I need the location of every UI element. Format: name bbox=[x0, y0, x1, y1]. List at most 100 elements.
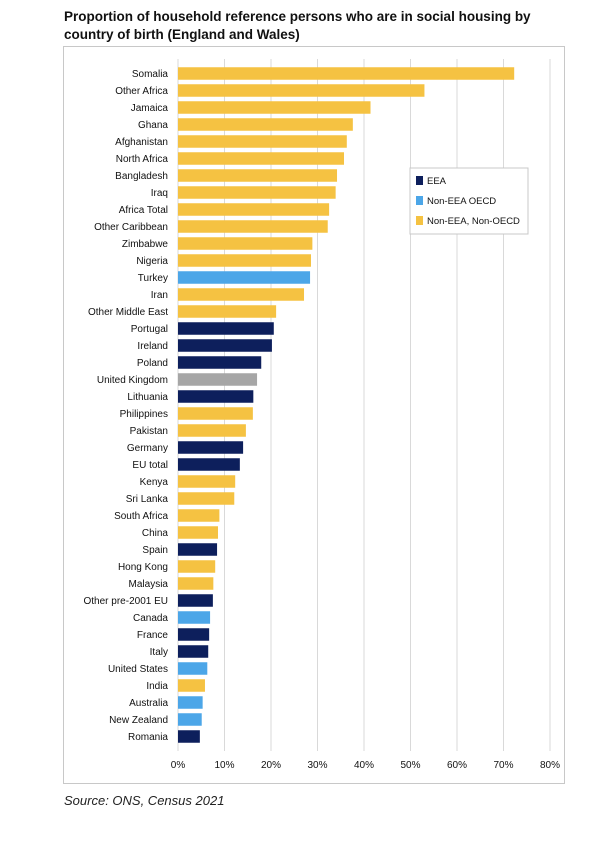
bar bbox=[178, 118, 353, 131]
chart-frame: Somalia Other Africa Jamaica Ghana Afghanist… bbox=[63, 46, 565, 784]
bar bbox=[178, 101, 371, 114]
category-label: China bbox=[142, 528, 169, 539]
category-label: Australia bbox=[129, 698, 168, 709]
x-tick-label: 10% bbox=[214, 760, 234, 771]
category-label: Other Caribbean bbox=[94, 222, 168, 233]
bar bbox=[178, 594, 213, 607]
x-tick-label: 40% bbox=[354, 760, 374, 771]
category-label: Afghanistan bbox=[115, 137, 168, 148]
bar bbox=[178, 492, 235, 505]
bars bbox=[178, 67, 515, 743]
category-label: Italy bbox=[150, 647, 168, 658]
legend-box bbox=[409, 167, 529, 235]
legend-swatch bbox=[416, 216, 423, 225]
category-label: Pakistan bbox=[130, 426, 168, 437]
category-label: Spain bbox=[142, 545, 168, 556]
bar bbox=[178, 611, 211, 624]
bar bbox=[178, 475, 236, 488]
bar bbox=[178, 288, 305, 301]
bar bbox=[178, 84, 425, 97]
category-label: South Africa bbox=[114, 511, 168, 522]
x-tick-label: 70% bbox=[493, 760, 513, 771]
category-label: Lithuania bbox=[127, 392, 168, 403]
category-label: Somalia bbox=[132, 69, 169, 80]
category-label: France bbox=[137, 630, 169, 641]
bar bbox=[178, 526, 218, 539]
bar bbox=[178, 135, 347, 148]
bar bbox=[178, 254, 311, 267]
category-label: Canada bbox=[133, 613, 168, 624]
x-tick-label: 0% bbox=[171, 760, 186, 771]
category-label: Ghana bbox=[138, 120, 168, 131]
category-label: Romania bbox=[128, 732, 168, 743]
x-tick-label: 80% bbox=[540, 760, 560, 771]
bar bbox=[178, 305, 277, 318]
bar bbox=[178, 560, 216, 573]
bar bbox=[178, 237, 313, 250]
bar bbox=[178, 696, 203, 709]
category-label: Kenya bbox=[140, 477, 169, 488]
bar bbox=[178, 577, 214, 590]
category-label: Hong Kong bbox=[118, 562, 168, 573]
x-axis-tick-labels: 0% 10% 20% 30% 40% 50% 60% 70% 80% bbox=[171, 760, 560, 771]
category-label: United States bbox=[108, 664, 168, 675]
category-label: Other Africa bbox=[115, 86, 168, 97]
category-label: Iran bbox=[151, 290, 168, 301]
x-tick-label: 50% bbox=[400, 760, 420, 771]
category-label: Other Middle East bbox=[88, 307, 168, 318]
bar bbox=[178, 679, 205, 692]
bar bbox=[178, 271, 311, 284]
category-label: United Kingdom bbox=[97, 375, 168, 386]
category-label: India bbox=[146, 681, 168, 692]
chart-title: Proportion of household reference person… bbox=[64, 9, 531, 42]
bar bbox=[178, 730, 200, 743]
bar-chart: Somalia Other Africa Jamaica Ghana Afghanist… bbox=[84, 59, 560, 771]
bar bbox=[178, 407, 253, 420]
category-label: Ireland bbox=[137, 341, 168, 352]
bar bbox=[178, 339, 272, 352]
category-label: Portugal bbox=[131, 324, 168, 335]
legend-swatch bbox=[416, 196, 423, 205]
bar bbox=[178, 628, 210, 641]
category-label: Zimbabwe bbox=[122, 239, 169, 250]
category-label: EU total bbox=[132, 460, 168, 471]
category-label: Africa Total bbox=[119, 205, 168, 216]
category-label: Malaysia bbox=[129, 579, 169, 590]
legend-label: Non-EEA OECD bbox=[427, 196, 496, 207]
x-tick-label: 20% bbox=[261, 760, 281, 771]
category-label: Philippines bbox=[120, 409, 168, 420]
bar bbox=[178, 424, 246, 437]
category-label: Poland bbox=[137, 358, 168, 369]
bar bbox=[178, 322, 274, 335]
x-tick-label: 30% bbox=[307, 760, 327, 771]
bar bbox=[178, 67, 515, 80]
legend: EEA Non-EEA OECD Non-EEA, Non-OECD bbox=[409, 167, 529, 235]
legend-label: Non-EEA, Non-OECD bbox=[427, 216, 520, 227]
bar bbox=[178, 543, 218, 556]
bar bbox=[178, 458, 240, 471]
bar bbox=[178, 713, 202, 726]
source-note: Source: ONS, Census 2021 bbox=[64, 793, 225, 808]
category-label: Iraq bbox=[151, 188, 168, 199]
bar bbox=[178, 186, 336, 199]
category-label: Turkey bbox=[138, 273, 168, 284]
category-label: Germany bbox=[127, 443, 168, 454]
category-labels: Somalia Other Africa Jamaica Ghana Afghanist… bbox=[84, 69, 169, 743]
category-label: Other pre-2001 EU bbox=[84, 596, 169, 607]
bar bbox=[178, 441, 244, 454]
category-label: Sri Lanka bbox=[126, 494, 169, 505]
bar bbox=[178, 203, 330, 216]
bar bbox=[178, 509, 220, 522]
bar bbox=[178, 662, 208, 675]
legend-label: EEA bbox=[427, 176, 447, 187]
category-label: New Zealand bbox=[109, 715, 168, 726]
category-label: Nigeria bbox=[136, 256, 168, 267]
legend-swatch bbox=[416, 176, 423, 185]
bar bbox=[178, 152, 345, 165]
bar bbox=[178, 373, 258, 386]
category-label: Jamaica bbox=[131, 103, 169, 114]
x-tick-label: 60% bbox=[447, 760, 467, 771]
bar bbox=[178, 390, 254, 403]
category-label: Bangladesh bbox=[115, 171, 168, 182]
category-label: North Africa bbox=[116, 154, 169, 165]
